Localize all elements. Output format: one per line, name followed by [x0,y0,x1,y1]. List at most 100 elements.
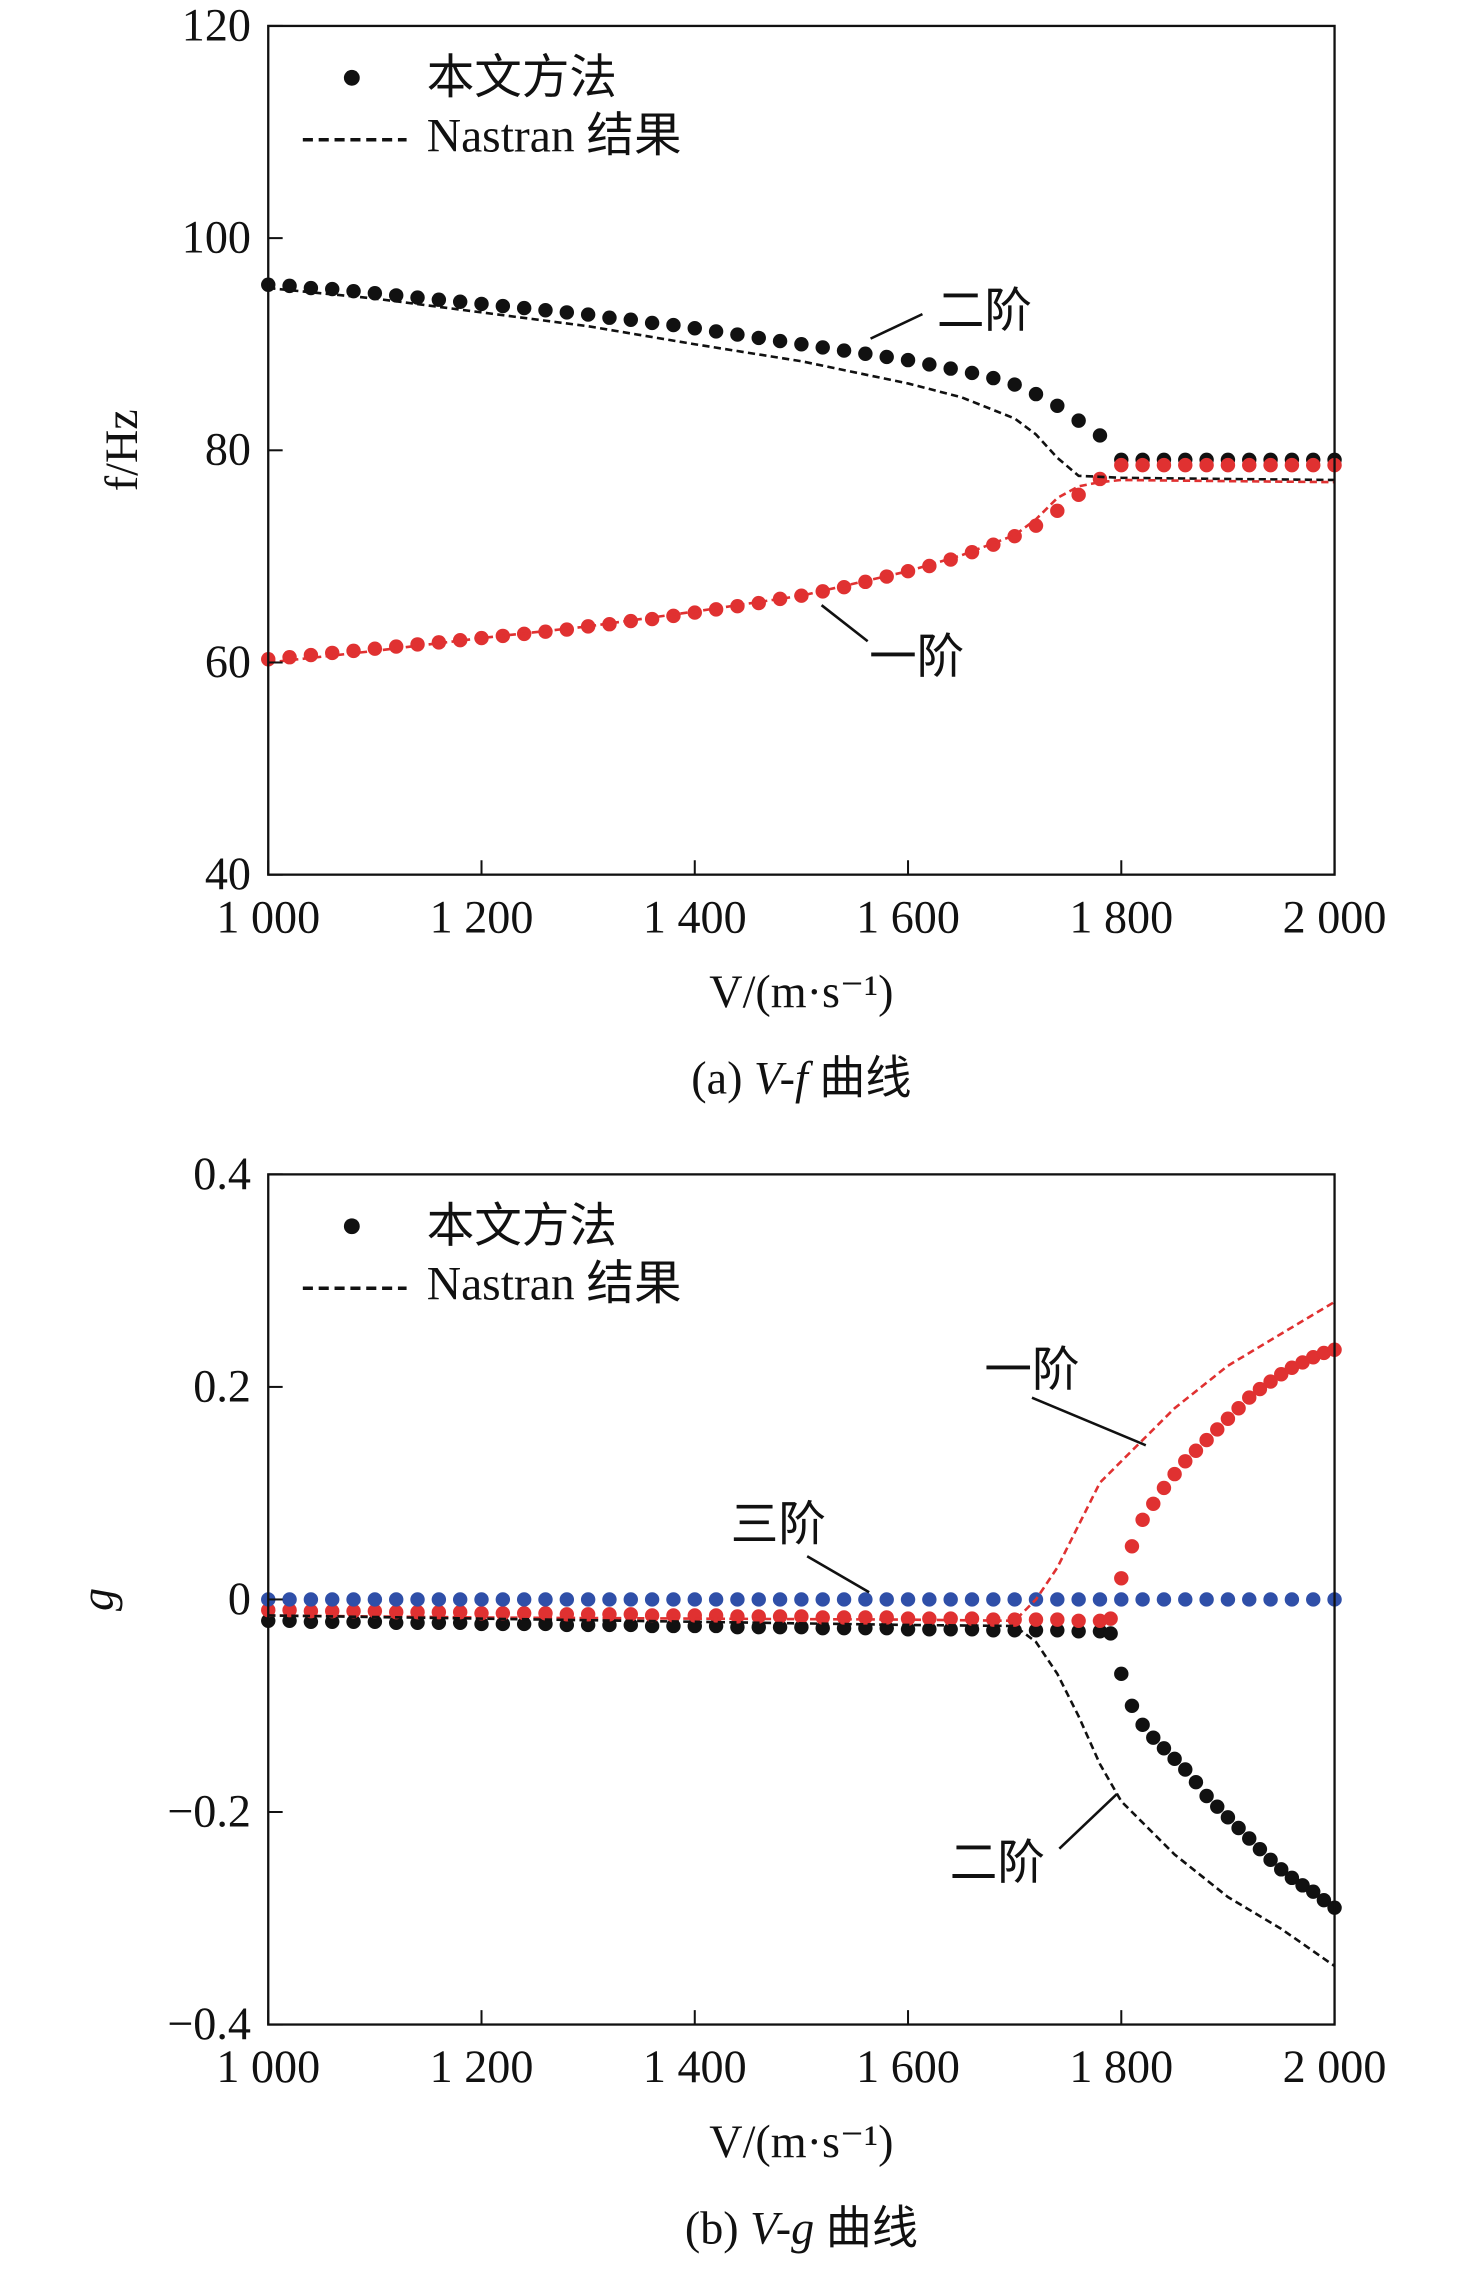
data-point [1199,1788,1214,1804]
data-point [815,1610,830,1625]
data-point [346,1592,361,1607]
data-point [1210,1422,1225,1437]
data-point [367,286,383,301]
series-1-dots [261,457,1342,667]
data-point [389,639,404,654]
data-point [1156,457,1172,473]
data-point [794,1609,809,1624]
data-point [559,1592,575,1607]
data-point [879,1592,894,1607]
data-point [1156,1480,1172,1496]
data-point [943,361,958,376]
data-point [389,1592,404,1607]
data-point [751,595,766,611]
nastran-curve [268,478,1335,664]
data-point [431,635,447,650]
data-point [495,1592,511,1607]
legend-label-method: 本文方法 [427,53,617,105]
data-point [325,1614,340,1629]
data-point [1284,1360,1300,1375]
data-point [452,294,468,309]
annotation-leader [870,312,923,340]
data-point [367,641,383,656]
data-point [1028,1623,1044,1638]
data-point [1092,1592,1108,1607]
data-point [1263,1374,1278,1389]
data-point [1199,1432,1214,1448]
data-point [1252,1381,1268,1397]
data-point [1178,1454,1193,1469]
data-point [1220,1411,1236,1426]
data-point [1188,1443,1204,1458]
data-point [367,1592,383,1607]
x-tick-label: 1 200 [430,891,534,942]
series-1-dots [261,1342,1342,1628]
data-point [1295,1878,1310,1893]
data-point [1114,1666,1129,1682]
data-point [879,1610,894,1625]
annotation-label: 一阶 [869,632,964,684]
data-point [858,1610,873,1625]
x-axis-label: V/(m·s⁻¹) [709,966,893,1017]
data-point [282,650,297,665]
data-point [1050,503,1065,519]
caption: (b) V-g 曲线 [685,2203,918,2254]
data-point [666,608,681,624]
x-tick-label: 1 400 [643,2041,747,2092]
series-2-dashed [268,286,1335,482]
data-point [1050,1623,1065,1638]
series-0-dots [261,1613,1342,1915]
data-point [1220,1810,1236,1825]
data-point [836,1592,852,1607]
data-point [1156,1741,1172,1756]
data-point [516,1592,532,1607]
data-point [1050,1592,1065,1607]
data-point [580,1592,596,1607]
data-point [1114,1571,1129,1586]
data-point [1135,1717,1150,1733]
legend-label-nastran: Nastran 结果 [427,1259,682,1311]
data-point [815,340,830,355]
data-point [772,333,788,349]
data-point [1199,457,1214,473]
data-point [1103,1611,1118,1626]
data-point [943,552,958,567]
data-point [1274,1862,1289,1877]
legend-label-nastran: Nastran 结果 [427,110,682,162]
y-tick-label: −0.4 [167,1998,251,2049]
caption-prefix: (b) [685,2203,750,2254]
x-tick-label: 1 600 [856,891,960,942]
data-point [1199,1592,1214,1607]
y-axis-label: g [72,1588,123,1611]
data-point [602,1592,617,1607]
series-3-dashed [268,478,1335,664]
data-point [1263,1592,1278,1607]
data-point [986,1592,1001,1607]
data-point [1242,457,1257,473]
data-point [1028,386,1044,402]
data-point [858,346,873,361]
data-point [1092,428,1108,443]
data-point [730,599,745,614]
data-point [964,1592,980,1607]
x-tick-label: 1 800 [1069,891,1173,942]
data-point [410,1592,425,1607]
data-point [1071,1613,1086,1628]
data-point [1252,1841,1268,1857]
data-point [1135,457,1150,473]
data-point [1231,1401,1246,1416]
data-point [1306,1884,1321,1899]
data-point [1114,1592,1129,1607]
data-point [964,1611,980,1626]
data-point [303,1614,319,1629]
annotation-label: 一阶 [984,1345,1079,1397]
data-point [1263,457,1278,473]
data-point [602,310,617,325]
data-point [1231,1820,1246,1836]
data-point [900,352,916,368]
data-point [623,613,638,629]
data-point [474,1592,489,1607]
y-tick-label: 100 [182,212,251,263]
